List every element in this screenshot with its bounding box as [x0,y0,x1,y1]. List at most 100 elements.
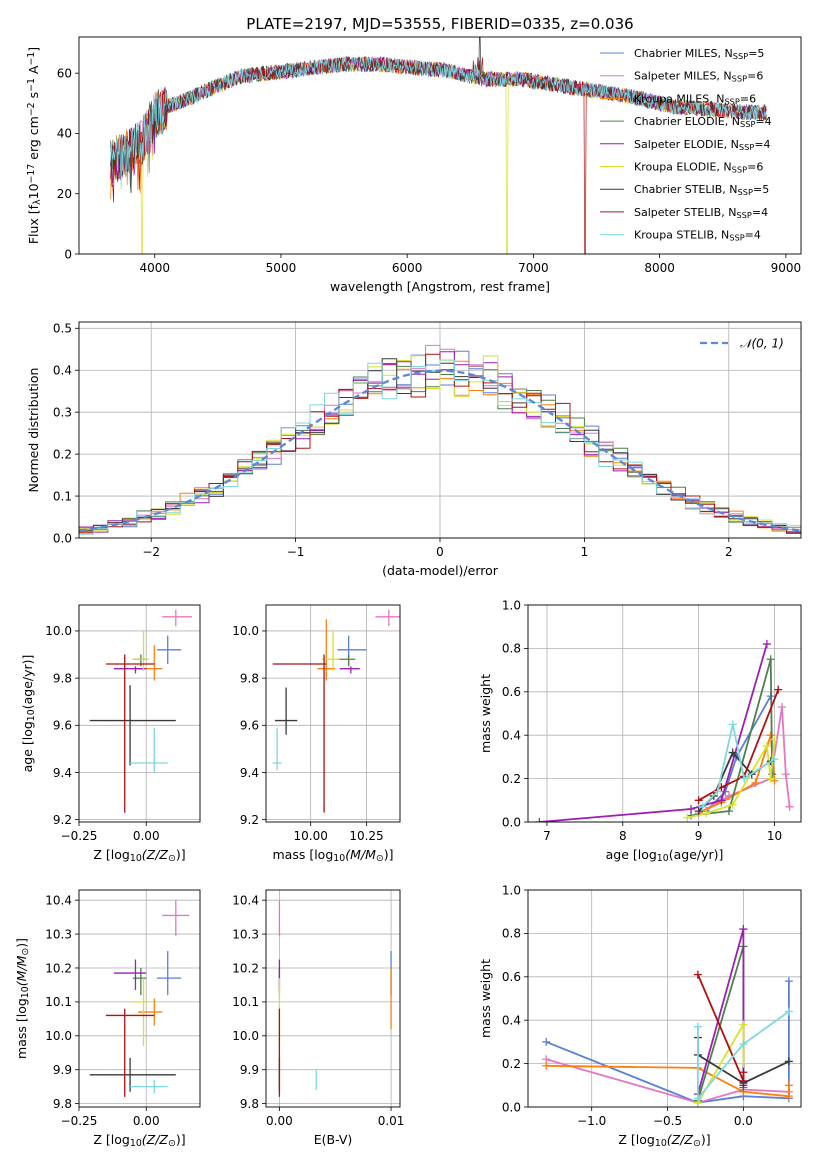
y-tick-label: 9.4 [240,766,259,780]
x-axis-label: Z [log10(Z/Z⊙)] [93,847,185,864]
x-tick-label: −0.25 [61,829,98,843]
weight-marker-chabrier_miles [542,1037,551,1046]
y-axis-label-part: 10 [26,709,37,721]
legend-label-salpeter_miles-part: SSP [732,74,747,84]
x-tick-label: −2 [142,545,160,559]
y-tick-label: 9.4 [53,766,72,780]
weight-marker-chabrier_miles [784,977,793,986]
errorbar-kroupa_stelib [130,727,168,773]
y-tick-label: 0 [64,247,72,261]
y-tick-label: 10.1 [232,995,259,1009]
weight-marker-kroupa_elodie [739,1059,748,1068]
weight-marker-kroupa_stelib [728,720,737,729]
panel-mass_vs_Z: −0.25 0.00 9.8 9.9 10.0 10.1 10.2 10.3 10.4 Z [lo… [14,889,201,1149]
x-axis-label-part: 10 [130,1138,142,1149]
errorbar-salpeter_miles [162,609,192,627]
y-axis-label-part: erg cm [26,116,41,164]
weight-marker-salpeter_stelib [693,970,702,979]
x-tick-label: 2 [725,545,733,559]
x-tick-label: −0.5 [653,1114,682,1128]
plot-area-spectrum [110,37,767,254]
panel-weight_vs_Z: −1.0 −0.5 0.0 0.0 0.2 0.4 0.6 0.8 1.0 Z [log10(Z/… [478,883,802,1149]
x-axis-label-part: ⊙ [376,853,384,864]
x-axis-label-part: ⊙ [693,1138,701,1149]
x-axis-label-part: )] [384,847,394,862]
y-axis-label-part: −1 [26,78,37,92]
axes-frame [78,321,802,539]
y-tick-label: 0.0 [502,1100,521,1114]
weight-marker-chabrier_stelib [784,1057,793,1066]
x-tick-label: 0 [436,545,444,559]
weight-marker-kroupa_miles [784,1092,793,1101]
y-tick-label: 10.0 [45,624,72,638]
x-axis-label: wavelength [Angstrom, rest frame] [330,279,550,294]
weight-marker-salpeter_miles [785,802,794,811]
weight-marker-chabrier_elodie [766,655,775,664]
x-axis-label-part: mass [log [273,847,334,862]
x-tick-label: 10 [767,829,782,843]
x-axis-label-part: (Z/Z [667,1132,694,1147]
errorbar-kroupa_stelib [130,1079,168,1094]
weight-marker-chabrier_stelib [728,748,737,757]
weight-marker-salpeter_stelib [739,1076,748,1085]
x-axis-label-part: 10 [655,1138,667,1149]
weight-marker-kroupa_elodie [770,735,779,744]
y-tick-label: 10.2 [232,961,259,975]
y-tick-label: 0.4 [53,364,72,378]
axes-frame [265,889,401,1108]
legend-label-kroupa_miles-part: =6 [740,92,756,105]
y-axis-label-part: (age/yr)] [20,655,35,710]
plot-area-weight_vs_Z [542,925,793,1107]
y-tick-label: 40 [57,127,72,141]
x-axis-label: Z [log10(Z/Z⊙)] [618,1132,710,1149]
x-axis-label: (data-model)/error [382,563,499,578]
y-tick-label: 1.0 [502,883,521,897]
x-axis-label-part: ⊙ [168,1138,176,1149]
x-axis-label: age [log10(age/yr)] [606,847,724,864]
y-tick-label: 0.0 [53,531,72,545]
plot-area-residuals [79,344,801,535]
legend-label-salpeter_miles: Salpeter MILES, NSSP=6 [634,70,763,84]
weight-marker-kroupa_stelib [770,755,779,764]
weight-marker-chabrier_stelib [694,807,703,816]
normal-curve [79,369,801,532]
x-tick-label: 10.25 [349,829,383,843]
x-tick-label: 8000 [644,261,675,275]
x-tick-label: −1 [287,545,305,559]
y-axis-label-part: λ [32,199,43,205]
weight-marker-salpeter_miles [781,770,790,779]
axes-frame [78,604,201,823]
plot-area-age_vs_Z [89,609,192,813]
y-axis-label-part: 10 [20,986,31,998]
weight-line-kroupa_stelib [697,1010,790,1101]
x-tick-label: 9 [695,829,703,843]
y-tick-label: 20 [57,187,72,201]
x-tick-label: −1.0 [577,1114,606,1128]
weight-marker-kroupa_miles [766,731,775,740]
y-tick-label: 9.8 [53,1097,72,1111]
x-axis-label-part: 10 [130,853,142,864]
x-axis-label-part: (M/M [345,847,376,862]
legend-label-chabrier_elodie: Chabrier ELODIE, NSSP=4 [634,115,772,129]
errorbar-chabrier_miles [156,951,182,996]
x-tick-label: 0.00 [133,1114,160,1128]
y-axis-label-part: −1 [26,52,37,66]
legend-label-salpeter_elodie-part: Salpeter ELODIE, N [634,138,739,151]
weight-marker-kroupa_elodie [702,809,711,818]
weight-marker-kroupa_stelib [713,787,722,796]
legend-label-kroupa_stelib-part: Kroupa STELIB, N [634,229,729,242]
y-tick-label: 0.8 [502,927,521,941]
y-axis-label: mass [log10(M/M⊙)] [14,938,31,1059]
y-axis-label-part: −17 [26,164,37,184]
y-tick-label: 9.9 [240,1063,259,1077]
errorbar-salpeter_elodie [113,666,147,674]
legend-label-kroupa_miles-part: Kroupa MILES, N [634,92,724,105]
weight-marker-kroupa_stelib [698,802,707,811]
y-tick-label: 9.2 [53,813,72,827]
legend-label-chabrier_miles-part: =5 [748,47,764,60]
weight-marker-chabrier_elodie [724,807,733,816]
weight-marker-salpeter_elodie [535,818,544,822]
errorbar-kroupa_elodie [321,630,340,672]
weight-marker-kroupa_stelib [740,774,749,783]
weight-line-salpeter_stelib [698,689,780,802]
